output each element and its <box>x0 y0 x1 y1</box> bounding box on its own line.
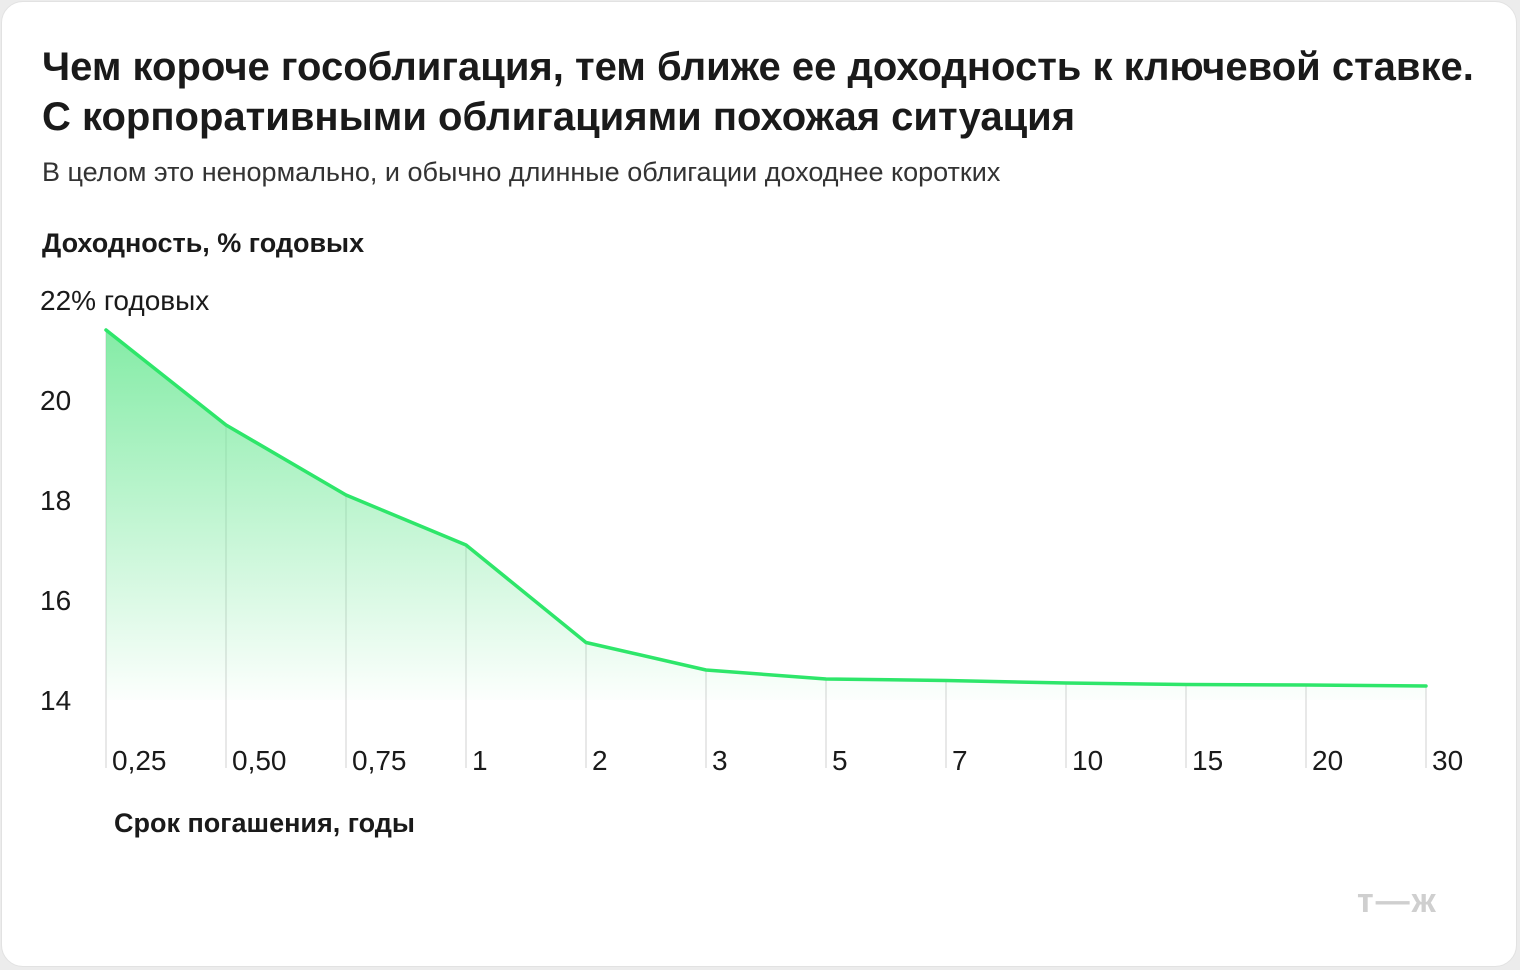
y-tick-label: 22% годовых <box>40 285 209 316</box>
x-axis-label: Срок погашения, годы <box>114 808 415 838</box>
yield-area <box>106 330 1426 700</box>
brand-logo: т—ж <box>1357 882 1438 920</box>
x-tick-label: 0,75 <box>352 745 407 776</box>
y-tick-label: 16 <box>40 585 71 616</box>
x-tick-label: 0,50 <box>232 745 287 776</box>
x-tick-label: 0,25 <box>112 745 167 776</box>
x-tick-label: 10 <box>1072 745 1103 776</box>
y-tick-label: 18 <box>40 485 71 516</box>
y-tick-label: 14 <box>40 685 71 716</box>
yield-line <box>104 328 1428 688</box>
y-tick-label: 20 <box>40 385 71 416</box>
x-tick-label: 3 <box>712 745 728 776</box>
x-tick-label: 2 <box>592 745 608 776</box>
x-tick-label: 20 <box>1312 745 1343 776</box>
chart-title: Чем короче гособлигация, тем ближе ее до… <box>42 45 1474 139</box>
x-tick-label: 5 <box>832 745 848 776</box>
x-tick-label: 7 <box>952 745 968 776</box>
x-tick-label: 30 <box>1432 745 1463 776</box>
x-tick-label: 1 <box>472 745 488 776</box>
chart-subtitle: В целом это ненормально, и обычно длинны… <box>42 157 1001 187</box>
x-tick-label: 15 <box>1192 745 1223 776</box>
y-axis-label: Доходность, % годовых <box>42 228 365 258</box>
